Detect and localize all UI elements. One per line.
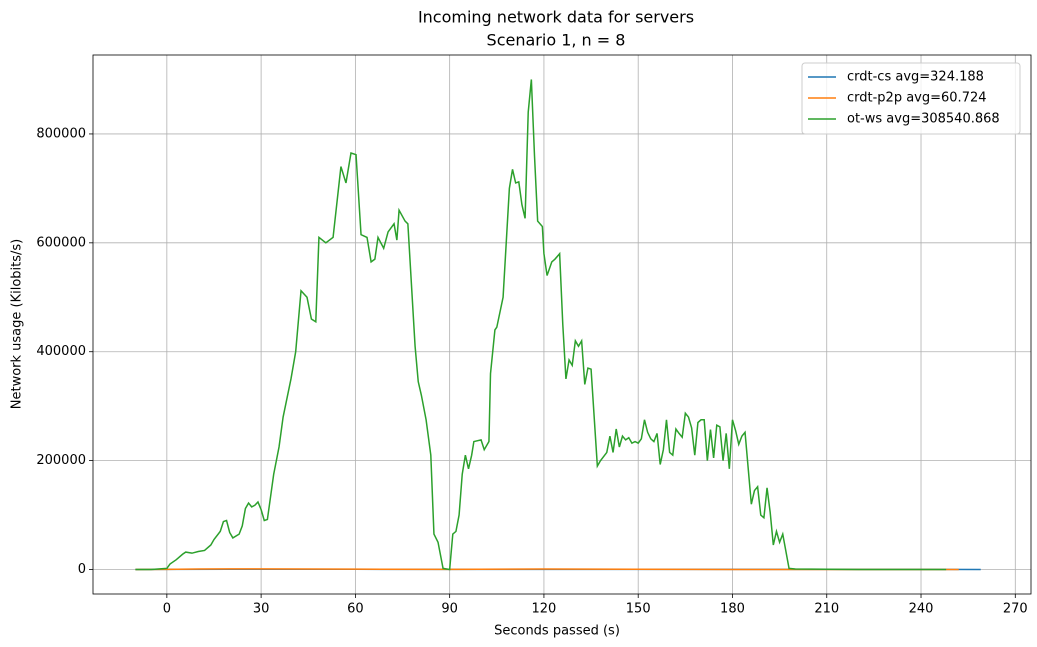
y-tick-label: 200000 [36, 453, 86, 468]
y-tick-label: 400000 [36, 344, 86, 359]
x-tick-label: 270 [1003, 602, 1028, 617]
y-tick-label: 600000 [36, 235, 86, 250]
x-tick-label: 0 [163, 602, 171, 617]
legend: crdt-cs avg=324.188 crdt-p2p avg=60.724 ot… [801, 62, 1021, 135]
x-tick-label: 180 [720, 602, 745, 617]
x-tick-label: 30 [253, 602, 270, 617]
x-tick-label: 210 [814, 602, 839, 617]
x-tick-label: 120 [532, 602, 557, 617]
chart-subtitle: Scenario 1, n = 8 [487, 31, 626, 50]
data-line [135, 79, 947, 571]
x-tick-label: 90 [441, 602, 458, 617]
legend-label: crdt-cs avg=324.188 [847, 70, 984, 85]
x-tick-label: 240 [909, 602, 934, 617]
axes-frame [92, 54, 1032, 595]
x-tick-label: 150 [626, 602, 651, 617]
legend-box [801, 62, 1021, 135]
y-axis-label: Network usage (Kilobits/s) [10, 239, 25, 410]
legend-label: ot-ws avg=308540.868 [847, 112, 1000, 127]
y-tick-label: 800000 [36, 126, 86, 141]
x-tick-label: 60 [347, 602, 364, 617]
chart-title: Incoming network data for servers [418, 8, 694, 27]
x-axis-label: Seconds passed (s) [494, 624, 620, 639]
legend-label: crdt-p2p avg=60.724 [847, 91, 987, 106]
y-tick-label: 0 [78, 562, 86, 577]
